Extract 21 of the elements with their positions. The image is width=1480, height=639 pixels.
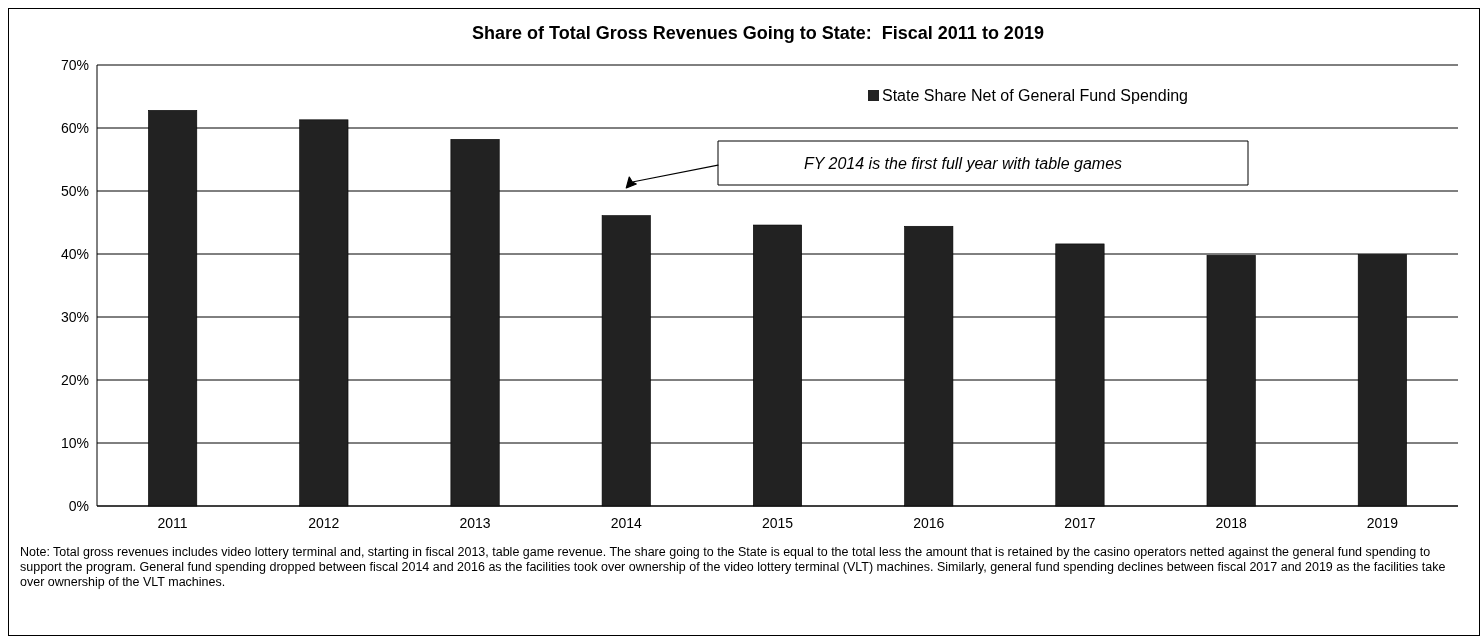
x-tick-label: 2011 [157,515,188,531]
x-tick-label: 2014 [610,515,643,531]
x-tick-label: 2017 [1064,515,1096,531]
x-tick-label: 2019 [1366,515,1399,531]
legend-label: State Share Net of General Fund Spending [882,86,1188,104]
y-tick-label: 0% [68,497,89,514]
y-tick-label: 20% [60,371,89,388]
x-tick-label: 2015 [761,515,794,531]
annotation: FY 2014 is the first full year with table games [803,154,1123,172]
x-tick-label: 2013 [459,515,491,531]
y-tick-label: 10% [60,434,89,451]
y-tick-label: 70% [60,56,89,73]
x-tick-label: 2016 [913,515,945,531]
x-tick-label: 2018 [1215,515,1247,531]
text: Note: Total gross revenues includes video lottery terminal and, starting in fiscal 2013, table game revenue. The share going to the State is equal to the total less the amount that is retained by the casino operators netted against the general fund spending to support the program. General fund spending dropped between fiscal 2014 and 2016 as the facilities took over ownership of the video lottery terminal (VLT) machines. Similarly, general fund spending declines between fiscal 2017 and 2019 as the facilities take over ownership of the VLT machines. [20,545,1446,589]
chart-title: Share of Total Gross Revenues Going to State: Fiscal 2011 to 2019 [472,23,1044,43]
y-tick-label: 60% [60,119,89,136]
x-tick-label: 2012 [308,515,340,531]
y-tick-label: 50% [60,182,89,199]
y-tick-label: 30% [60,308,89,325]
y-tick-label: 40% [60,245,89,262]
